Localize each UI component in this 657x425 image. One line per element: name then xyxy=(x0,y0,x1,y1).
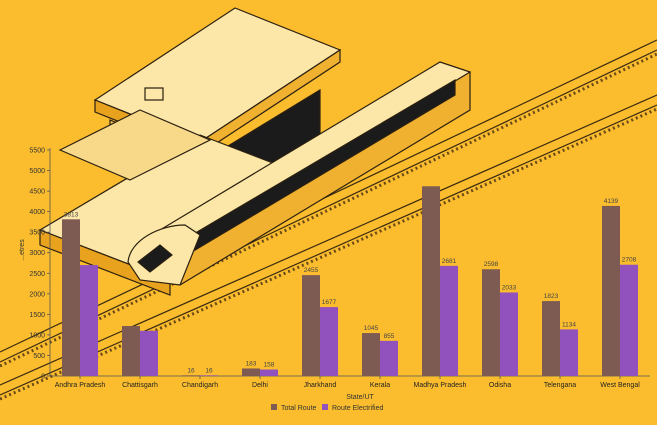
y-tick-label: 500 xyxy=(33,353,45,360)
train-station-illustration xyxy=(0,7,657,401)
data-label: 2708 xyxy=(622,257,637,264)
bar-route-electrified xyxy=(560,329,578,376)
y-tick-label: 4000 xyxy=(29,209,45,216)
x-tick-label: Kerala xyxy=(370,382,390,389)
x-tick-label: Delhi xyxy=(252,382,268,389)
y-tick-label: 0 xyxy=(41,374,45,381)
bar-total-route xyxy=(182,375,200,376)
y-tick-label: 5000 xyxy=(29,168,45,175)
bar-route-electrified xyxy=(260,369,278,376)
y-tick-label: 5500 xyxy=(29,148,45,155)
bar-route-electrified xyxy=(320,307,338,376)
data-label: 16 xyxy=(205,367,213,374)
chart-labels: Andhra Pradesh 3813 Chattisgarh Chandigarh 1… xyxy=(55,198,641,389)
bar-route-electrified xyxy=(380,340,398,376)
data-label: 1045 xyxy=(364,325,379,332)
chart-bars xyxy=(62,186,638,376)
data-label: 1677 xyxy=(322,299,337,306)
data-label: 16 xyxy=(187,367,195,374)
bar-total-route xyxy=(62,219,80,376)
bar-route-electrified xyxy=(140,330,158,376)
bar-total-route xyxy=(122,326,140,376)
station-building-icon xyxy=(38,7,342,296)
y-axis-title: ...etres xyxy=(19,239,26,261)
y-tick-label: 3000 xyxy=(29,250,45,257)
bar-total-route xyxy=(302,275,320,376)
x-axis-title: State/UT xyxy=(346,394,374,401)
y-tick-label: 3500 xyxy=(29,230,45,237)
x-tick-label: Telengana xyxy=(544,382,576,389)
bar-total-route xyxy=(242,368,260,376)
bar-total-route xyxy=(602,205,620,376)
data-label: 1823 xyxy=(544,293,559,300)
y-tick-label: 1500 xyxy=(29,312,45,319)
legend-swatch-total-route xyxy=(271,404,277,410)
bar-route-electrified xyxy=(80,265,98,376)
train-icon xyxy=(127,61,472,286)
x-tick-label: Madhya Pradesh xyxy=(414,382,467,389)
bar-route-electrified xyxy=(500,292,518,376)
bar-route-electrified xyxy=(440,265,458,376)
y-tick-label: 4500 xyxy=(29,189,45,196)
x-tick-label: West Bengal xyxy=(600,382,640,389)
bar-total-route xyxy=(482,269,500,376)
data-label: 855 xyxy=(384,333,395,340)
bar-total-route xyxy=(362,333,380,376)
data-label: 4139 xyxy=(604,198,619,205)
data-label: 2033 xyxy=(502,284,517,291)
bar-total-route xyxy=(542,301,560,376)
x-tick-label: Chandigarh xyxy=(182,382,218,389)
data-label: 2681 xyxy=(442,258,457,265)
x-tick-label: Odisha xyxy=(489,382,511,389)
bar-total-route xyxy=(422,186,440,376)
chart-axes: 0 500 1000 1500 2000 2500 3000 3500 4000 4500 5000… xyxy=(29,148,650,381)
bar-route-electrified xyxy=(620,264,638,376)
y-tick-label: 2500 xyxy=(29,271,45,278)
data-label: 1134 xyxy=(562,321,576,328)
legend-swatch-route-electrified xyxy=(322,404,328,410)
legend-label-total-route: Total Route xyxy=(281,405,317,412)
y-tick-label: 2000 xyxy=(29,291,45,298)
y-tick-label: 1000 xyxy=(29,332,45,339)
bar-route-electrified xyxy=(200,375,218,376)
data-label: 158 xyxy=(264,362,275,369)
x-tick-label: Chattisgarh xyxy=(122,382,158,389)
data-label: 2598 xyxy=(484,261,499,268)
data-label: 3813 xyxy=(64,211,79,218)
data-label: 2455 xyxy=(304,267,319,274)
x-tick-label: Jharkhand xyxy=(304,382,337,389)
railway-track-icon xyxy=(0,94,657,401)
legend-label-route-electrified: Route Electrified xyxy=(332,405,383,412)
data-label: 183 xyxy=(246,360,257,367)
x-tick-label: Andhra Pradesh xyxy=(55,382,106,389)
chart-legend: Total Route Route Electrified xyxy=(271,404,383,412)
